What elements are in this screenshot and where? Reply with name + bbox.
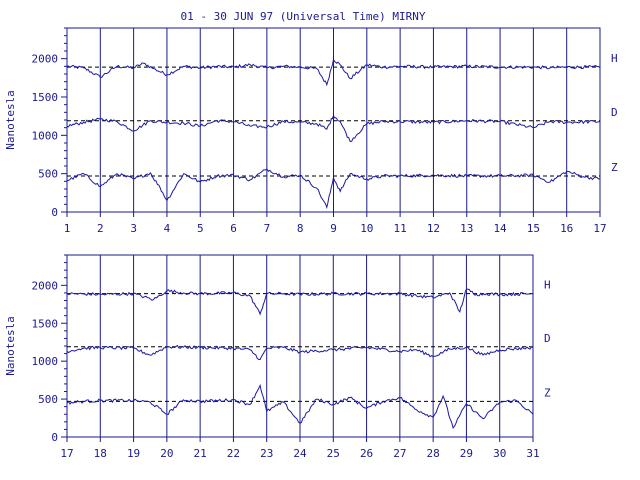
x-tick-label: 26 xyxy=(360,447,373,460)
y-tick-label: 0 xyxy=(51,206,58,219)
trace-z xyxy=(66,383,534,429)
x-tick-label: 14 xyxy=(493,222,507,235)
x-tick-label: 17 xyxy=(60,447,73,460)
x-tick-label: 24 xyxy=(293,447,307,460)
series-label-d: D xyxy=(544,332,551,345)
y-tick-label: 2000 xyxy=(32,53,59,66)
x-tick-label: 11 xyxy=(394,222,407,235)
series-label-z: Z xyxy=(544,386,551,399)
x-tick-label: 28 xyxy=(427,447,440,460)
x-tick-label: 30 xyxy=(493,447,506,460)
x-tick-label: 10 xyxy=(360,222,373,235)
y-tick-label: 0 xyxy=(51,431,58,444)
x-tick-label: 29 xyxy=(460,447,473,460)
trace-h xyxy=(66,288,534,316)
series-label-d: D xyxy=(611,106,618,119)
x-tick-label: 4 xyxy=(164,222,171,235)
x-tick-label: 18 xyxy=(94,447,107,460)
x-tick-label: 17 xyxy=(593,222,606,235)
y-axis-label: Nanotesla xyxy=(4,316,17,376)
x-tick-label: 6 xyxy=(230,222,237,235)
series-label-h: H xyxy=(544,279,551,292)
y-tick-label: 1000 xyxy=(32,129,59,142)
y-tick-label: 500 xyxy=(38,393,58,406)
trace-h xyxy=(66,57,601,87)
x-tick-label: 22 xyxy=(227,447,240,460)
x-tick-label: 23 xyxy=(260,447,273,460)
chart-title: 01 - 30 JUN 97 (Universal Time) MIRNY xyxy=(180,10,425,23)
x-tick-label: 19 xyxy=(127,447,140,460)
x-tick-label: 8 xyxy=(297,222,304,235)
series-label-z: Z xyxy=(611,161,618,174)
x-tick-label: 15 xyxy=(527,222,540,235)
y-tick-label: 2000 xyxy=(32,279,59,292)
x-tick-label: 5 xyxy=(197,222,204,235)
trace-z xyxy=(66,168,601,210)
x-tick-label: 16 xyxy=(560,222,573,235)
panel-bottom: 17 18 19 20 21 22 23 24 25 26 27 28 29 30 31 0 500 1000 15… xyxy=(4,254,551,460)
y-axis-label: Nanotesla xyxy=(4,90,17,150)
x-tick-label: 20 xyxy=(160,447,173,460)
x-tick-label: 31 xyxy=(526,447,539,460)
trace-d xyxy=(66,344,534,361)
x-tick-label: 13 xyxy=(460,222,473,235)
series-label-h: H xyxy=(611,52,618,65)
x-tick-label: 1 xyxy=(64,222,71,235)
x-tick-label: 27 xyxy=(393,447,406,460)
trace-d xyxy=(66,114,601,143)
y-tick-label: 1000 xyxy=(32,355,59,368)
y-tick-label: 1500 xyxy=(32,91,59,104)
x-tick-label: 25 xyxy=(327,447,340,460)
x-tick-label: 12 xyxy=(427,222,440,235)
x-tick-label: 3 xyxy=(130,222,137,235)
x-tick-label: 9 xyxy=(330,222,337,235)
x-tick-label: 7 xyxy=(264,222,271,235)
y-tick-label: 500 xyxy=(38,168,58,181)
x-tick-label: 21 xyxy=(194,447,207,460)
x-tick-label: 2 xyxy=(97,222,104,235)
panel-top: 1 2 3 4 5 6 7 8 9 10 11 12 13 14 15 16 17050010001500200… xyxy=(4,27,618,235)
y-tick-label: 1500 xyxy=(32,317,59,330)
